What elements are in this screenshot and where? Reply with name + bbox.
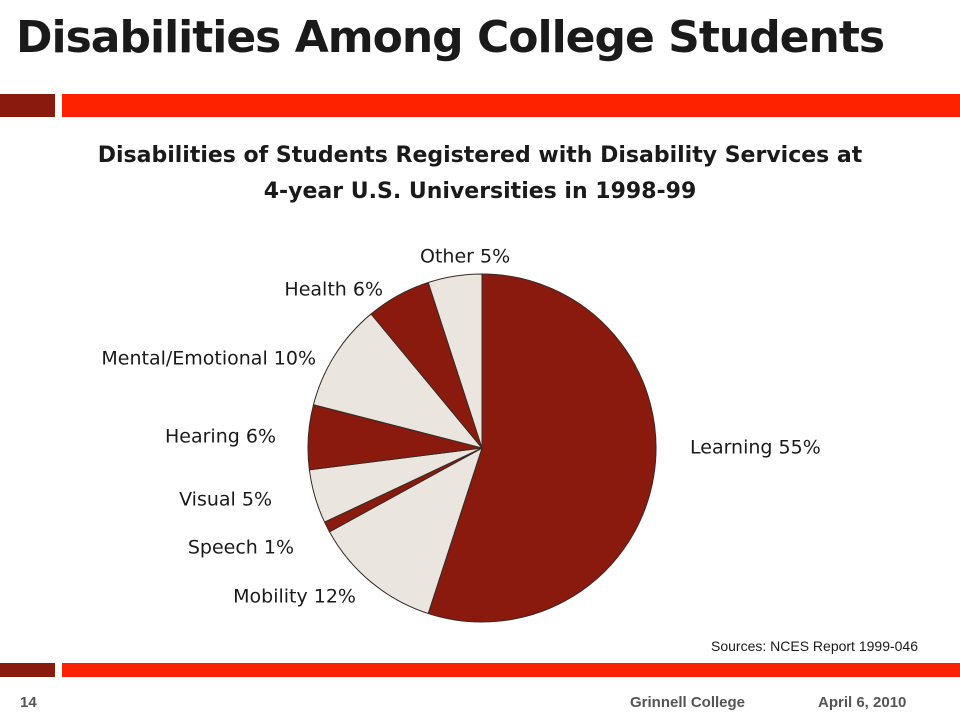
chart-title-line-2: 4-year U.S. Universities in 1998-99 (263, 179, 697, 204)
pie-label-speech: Speech 1% (188, 537, 294, 559)
pie-label-visual: Visual 5% (179, 489, 272, 511)
title-underline-stub (0, 94, 55, 117)
footer-date: April 6, 2010 (818, 694, 907, 711)
pie-slice-mental-emotional (312, 313, 484, 449)
pie-label-mobility: Mobility 12% (233, 586, 356, 608)
source-note: Sources: NCES Report 1999-046 (711, 638, 918, 654)
pie-label-other: Other 5% (420, 246, 510, 268)
pie-label-learning: Learning 55% (690, 437, 821, 459)
footer-stub (0, 663, 55, 677)
pie-label-health: Health 6% (284, 279, 383, 301)
pie-slice-other (427, 273, 483, 449)
footer-bar (62, 663, 960, 677)
pie-label-hearing: Hearing 6% (165, 426, 276, 448)
pie-slice-mobility (328, 446, 483, 615)
slide-title: Disabilities Among College Students (16, 12, 885, 63)
chart-title: Disabilities of Students Registered with… (40, 138, 920, 210)
chart-title-line-1: Disabilities of Students Registered with… (97, 143, 863, 168)
pie-slice-learning (427, 273, 657, 623)
title-underline-bar (62, 94, 960, 117)
pie-label-mental-emotional: Mental/Emotional 10% (101, 348, 316, 370)
slide-number: 14 (20, 694, 37, 711)
footer-organization: Grinnell College (630, 694, 746, 711)
